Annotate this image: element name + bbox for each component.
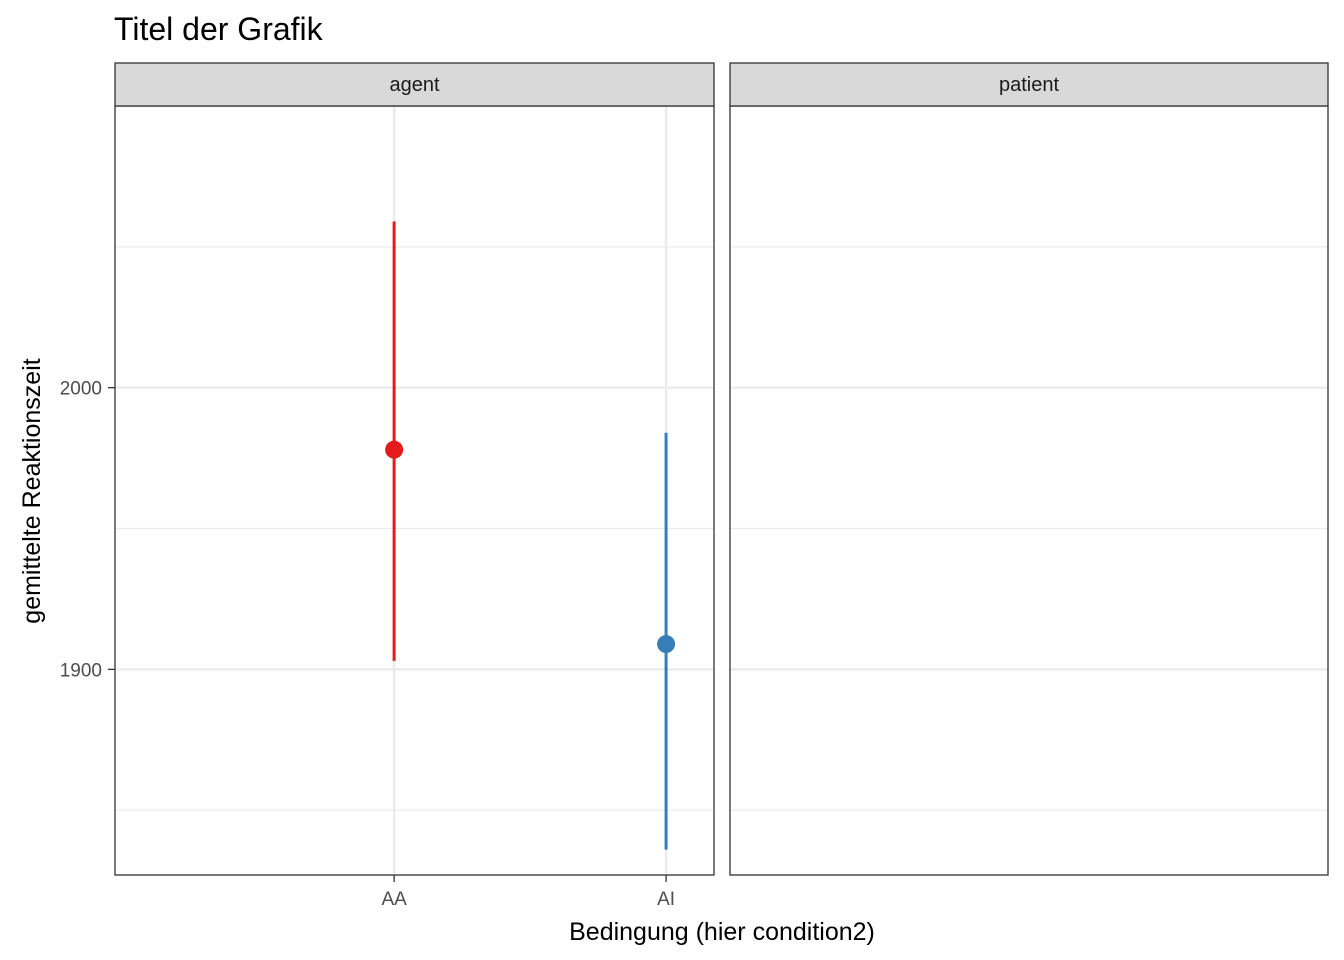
- point-agent-AI: [657, 635, 676, 654]
- facet-strip-label: patient: [999, 74, 1059, 96]
- panel-agent: agent: [114, 62, 715, 876]
- facet-panels: agent patient: [114, 62, 1329, 876]
- y-tick-label: 2000: [60, 379, 102, 400]
- facet-strip-label: agent: [389, 74, 439, 96]
- x-tick-label: AI: [657, 889, 675, 910]
- panel-background: [730, 106, 1328, 875]
- x-axis: AAAIAAAI: [381, 875, 675, 910]
- facet-strip: [114, 62, 715, 107]
- y-tick-label: 1900: [60, 660, 102, 681]
- y-axis: 1900 2000: [60, 379, 115, 681]
- x-tick-label: AA: [381, 889, 407, 910]
- panel-patient: patient: [729, 62, 1329, 876]
- panel-background: [115, 106, 714, 875]
- y-axis-title: gemittelte Reaktionszeit: [18, 358, 46, 623]
- chart-title: Titel der Grafik: [114, 11, 324, 47]
- point-agent-AA: [385, 440, 404, 459]
- x-axis-title: Bedingung (hier condition2): [569, 918, 875, 946]
- facet-strip: [729, 62, 1329, 107]
